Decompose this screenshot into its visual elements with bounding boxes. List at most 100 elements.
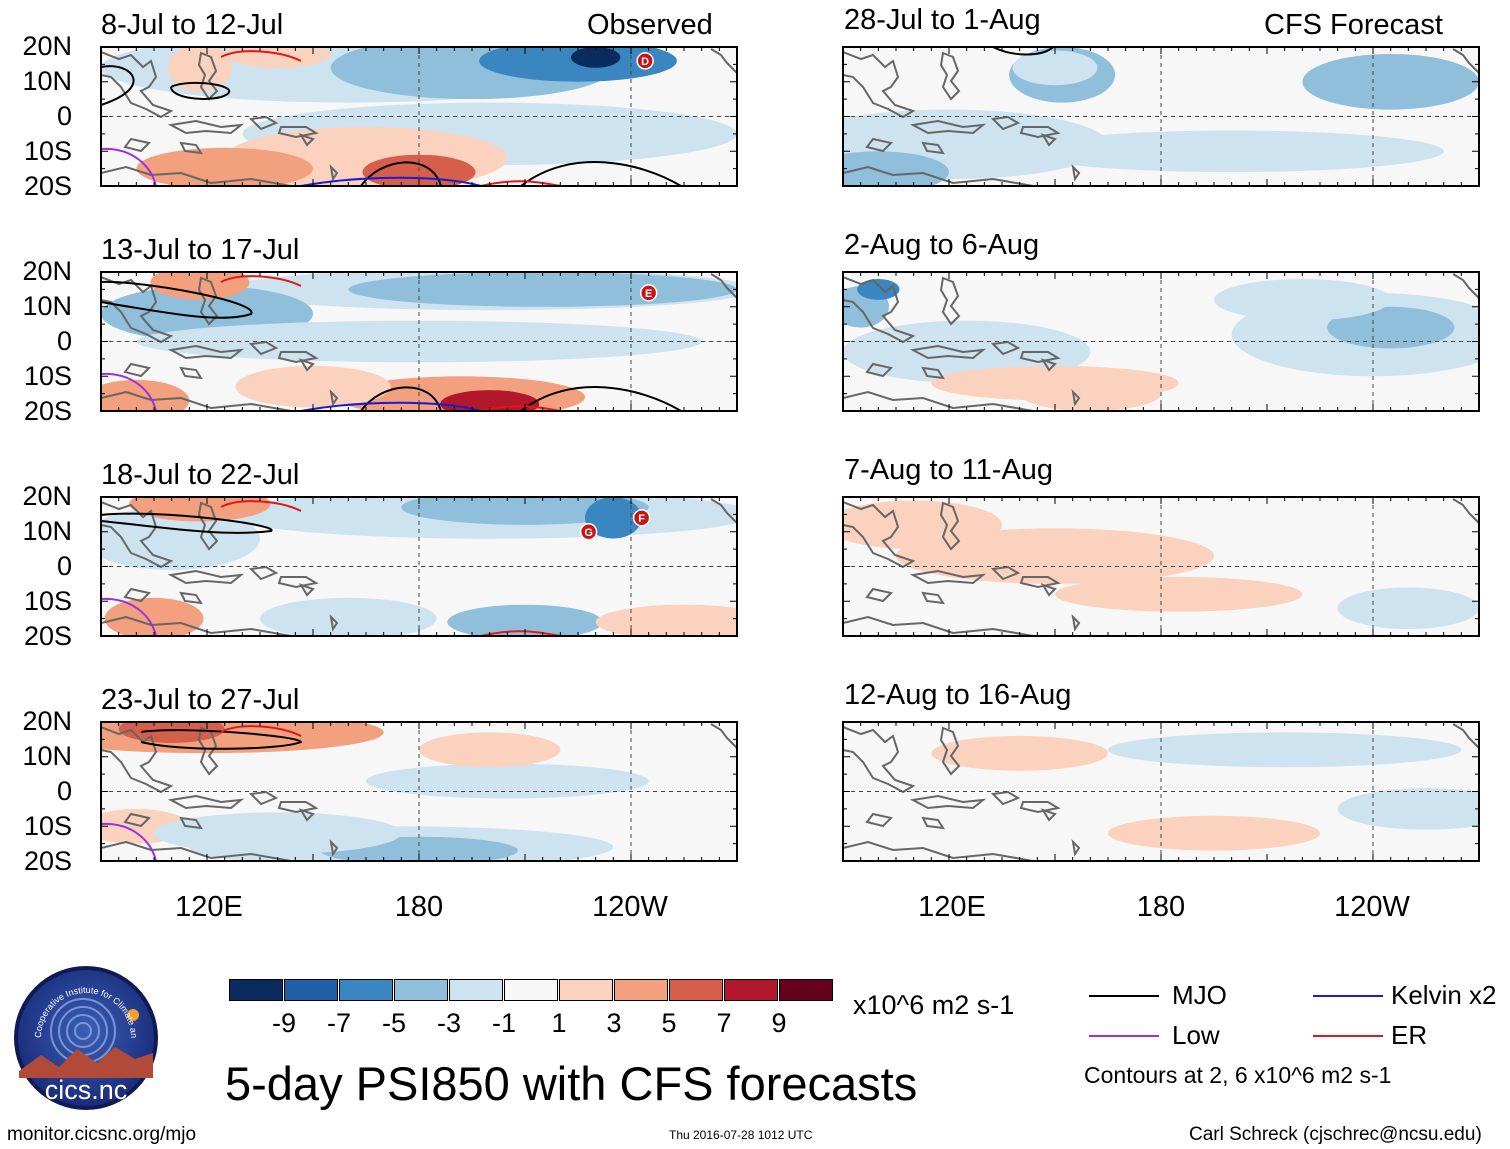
coastline [1071,839,1081,857]
coastline [298,358,315,372]
y-tick-label: 10S [23,586,72,616]
y-tick-label: 0 [56,326,72,356]
coastline [843,726,916,794]
coastline [1071,164,1081,182]
anomaly-patch [931,735,1108,771]
coastline [1040,133,1057,147]
coastline [1040,358,1057,372]
anomaly-patch [101,379,190,411]
coastline [298,583,315,597]
coastline [865,137,893,153]
colorbar-label: 7 [716,1008,732,1038]
main-title: 5-day PSI850 with CFS forecasts [225,1057,918,1110]
coastline [710,273,737,299]
storm-label: F [638,513,645,525]
coastline [101,51,174,119]
er-contour [220,500,302,512]
coastline [1071,614,1081,632]
anomaly-patch [235,365,391,408]
coastline [1452,48,1479,74]
coastline [1040,808,1057,822]
anomaly-patch [136,320,702,363]
x-tick-label-right-120w: 120W [1334,891,1410,923]
anomaly-patch [348,272,737,307]
coastline [167,794,245,810]
anomaly-patch [1019,376,1161,411]
storm-label: G [584,527,593,539]
coastline [909,794,987,810]
anomaly-patch [260,597,437,636]
y-tick-label: 10N [22,291,72,321]
observed-panel-4-title: 23-Jul to 27-Jul [101,684,300,716]
anomaly-patch [101,507,260,570]
coastline [277,576,319,589]
colorbar-swatch [559,979,613,1001]
coastline [865,587,893,603]
cics-logo: Cooperative Institute for Climate and Sa… [8,955,161,1113]
colorbar-swatch [504,979,558,1001]
footer-timestamp: Thu 2016-07-28 1012 UTC [669,1128,813,1142]
anomaly-patch [447,604,603,636]
low-contour [101,147,157,186]
coastline [197,501,219,551]
coastline [939,501,961,551]
panel-observed-3: GF [100,496,738,637]
coastline [179,591,203,605]
y-tick-label: 10N [22,741,72,771]
colorbar-label: 5 [661,1008,677,1038]
x-tick-label-right-180: 180 [1136,891,1186,923]
colorbar-swatch [669,979,723,1001]
panel-forecast-3 [842,496,1480,637]
colorbar-swatch [284,979,338,1001]
anomaly-patch [366,763,649,799]
anomaly-patch [440,390,540,411]
colorbar-units: x10^6 m2 s-1 [853,990,1015,1020]
observed-column-header: Observed [587,9,713,41]
legend-swatch-mjo [1089,995,1159,997]
er-contour [220,275,302,287]
coastline [298,808,315,822]
coastline [179,366,203,380]
legend-swatch-er [1313,1035,1383,1037]
anomaly-patch [104,597,204,636]
y-tick-label: 20S [23,846,72,876]
x-tick-label-left-120e: 120E [175,891,243,923]
storm-label: E [645,288,652,300]
y-tick-label: 0 [56,101,72,131]
legend-swatch-kelvin [1313,995,1383,997]
low-contour [101,597,157,636]
coastline [123,137,151,153]
footer-author: Carl Schreck (cjschrec@ncsu.edu) [1189,1124,1482,1145]
coastline [990,340,1021,356]
coastline [921,141,945,155]
coastline [329,164,339,182]
coastline [1019,351,1061,364]
colorbar-label: -1 [491,1008,516,1038]
colorbar-label: 3 [606,1008,622,1038]
coastline [710,723,737,749]
colorbar-swatch [614,979,668,1001]
mjo-contour [101,280,253,319]
anomaly-patch [1302,54,1479,110]
legend-label-low: Low [1172,1020,1220,1050]
colorbar-swatch [229,979,283,1001]
anomaly-patch [136,147,313,186]
coastline [843,840,1034,861]
y-tick-label: 20N [22,31,72,61]
anomaly-patch [843,500,1002,550]
legend-label-er: ER [1391,1020,1428,1050]
anomaly-patch [154,812,402,854]
anomaly-patch [1327,306,1455,349]
anomaly-patch [1012,50,1098,86]
coastline [101,615,292,636]
anomaly-patch [843,151,949,186]
y-tick-label: 0 [56,551,72,581]
panel-forecast-4 [842,721,1480,862]
er-contour [220,50,302,62]
coastline [843,276,916,344]
coastline [1019,126,1061,139]
panel-observed-2: E [100,271,738,412]
anomaly-patch [1337,587,1479,629]
coastline [329,389,339,407]
mjo-contour [140,729,303,750]
